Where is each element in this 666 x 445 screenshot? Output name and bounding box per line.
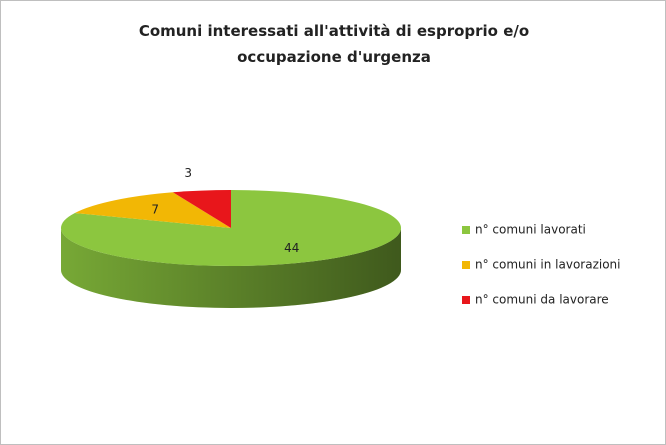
data-label: 3: [184, 166, 192, 180]
slice-side-shade: [61, 228, 401, 308]
legend-swatch: [462, 296, 470, 304]
legend-swatch: [462, 261, 470, 269]
chart-title: Comuni interessati all'attività di espro…: [138, 22, 530, 66]
legend-label: n° comuni in lavorazioni: [475, 258, 621, 272]
legend-label: n° comuni lavorati: [475, 223, 586, 237]
slice: [61, 190, 401, 266]
data-label: 7: [151, 203, 159, 217]
legend-label: n° comuni da lavorare: [475, 293, 609, 307]
data-label: 44: [284, 241, 299, 255]
slice: [74, 192, 231, 228]
slice: [172, 190, 231, 228]
legend-swatch: [462, 226, 470, 234]
